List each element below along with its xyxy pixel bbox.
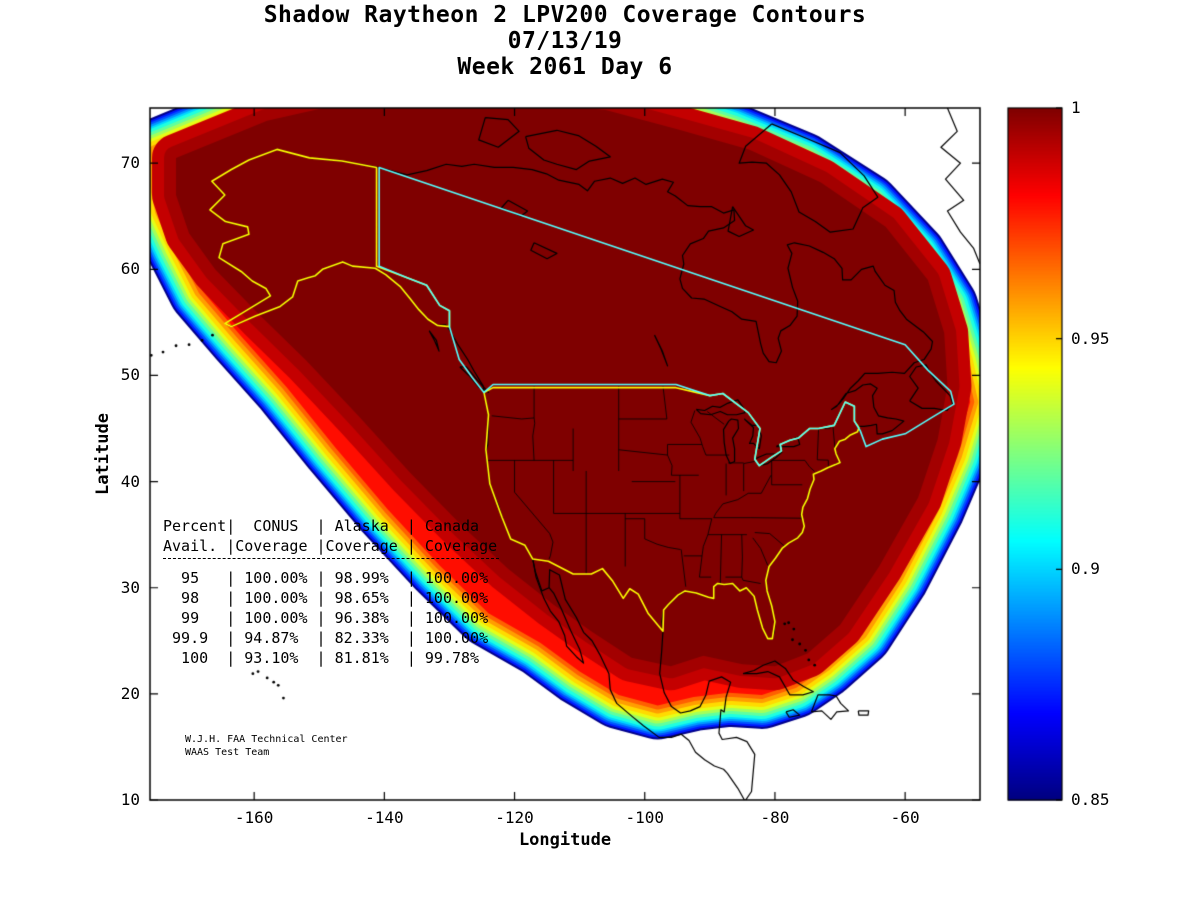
x-tick-label: -80	[760, 808, 790, 827]
x-tick-label: -120	[495, 808, 534, 827]
y-tick-label: 40	[120, 471, 140, 491]
credit-line-2: WAAS Test Team	[185, 747, 270, 758]
y-tick-label: 70	[120, 153, 140, 173]
y-tick-label: 50	[120, 365, 140, 385]
chart-date: 07/13/19	[507, 28, 623, 54]
coverage-table-row: 100 | 93.10% | 81.81% | 99.78%	[163, 649, 480, 667]
coverage-table-row: 99.9 | 94.87% | 82.33% | 100.00%	[163, 629, 489, 647]
x-tick-label: -140	[365, 808, 404, 827]
coverage-table-row: 99 | 100.00% | 96.38% | 100.00%	[163, 609, 489, 627]
credit-line-1: W.J.H. FAA Technical Center	[185, 734, 348, 745]
chart-title: Shadow Raytheon 2 LPV200 Coverage Contou…	[263, 2, 867, 28]
coverage-table-header-row: Percent| CONUS | Alaska | Canada	[163, 517, 480, 535]
y-tick-label: 60	[120, 259, 140, 279]
y-tick-label: 20	[120, 683, 140, 703]
y-axis-label: Latitude	[93, 413, 113, 495]
coverage-table-row: 95 | 100.00% | 98.99% | 100.00%	[163, 569, 489, 587]
chart-week-day: Week 2061 Day 6	[457, 54, 673, 80]
coverage-table-row: 98 | 100.00% | 98.65% | 100.00%	[163, 589, 489, 607]
coverage-table-header-row: Avail. |Coverage |Coverage | Coverage	[163, 537, 498, 555]
credit-block: W.J.H. FAA Technical Center WAAS Test Te…	[185, 733, 348, 759]
y-tick-label: 30	[120, 577, 140, 597]
colorbar-tick-label: 0.95	[1071, 328, 1110, 348]
x-axis-label: Longitude	[518, 830, 612, 850]
y-tick-label: 10	[120, 790, 140, 809]
x-tick-label: -60	[890, 808, 920, 827]
colorbar-tick-label: 0.9	[1071, 559, 1100, 579]
title-block: Shadow Raytheon 2 LPV200 Coverage Contou…	[150, 2, 980, 80]
coverage-table: Percent| CONUS | Alaska | Canada Avail. |…	[163, 516, 499, 668]
x-tick-label: -100	[625, 808, 664, 827]
table-divider	[163, 558, 499, 568]
colorbar-tick-label: 0.85	[1071, 790, 1110, 809]
x-tick-label: -160	[234, 808, 274, 827]
colorbar-tick-label: 1	[1071, 98, 1081, 117]
